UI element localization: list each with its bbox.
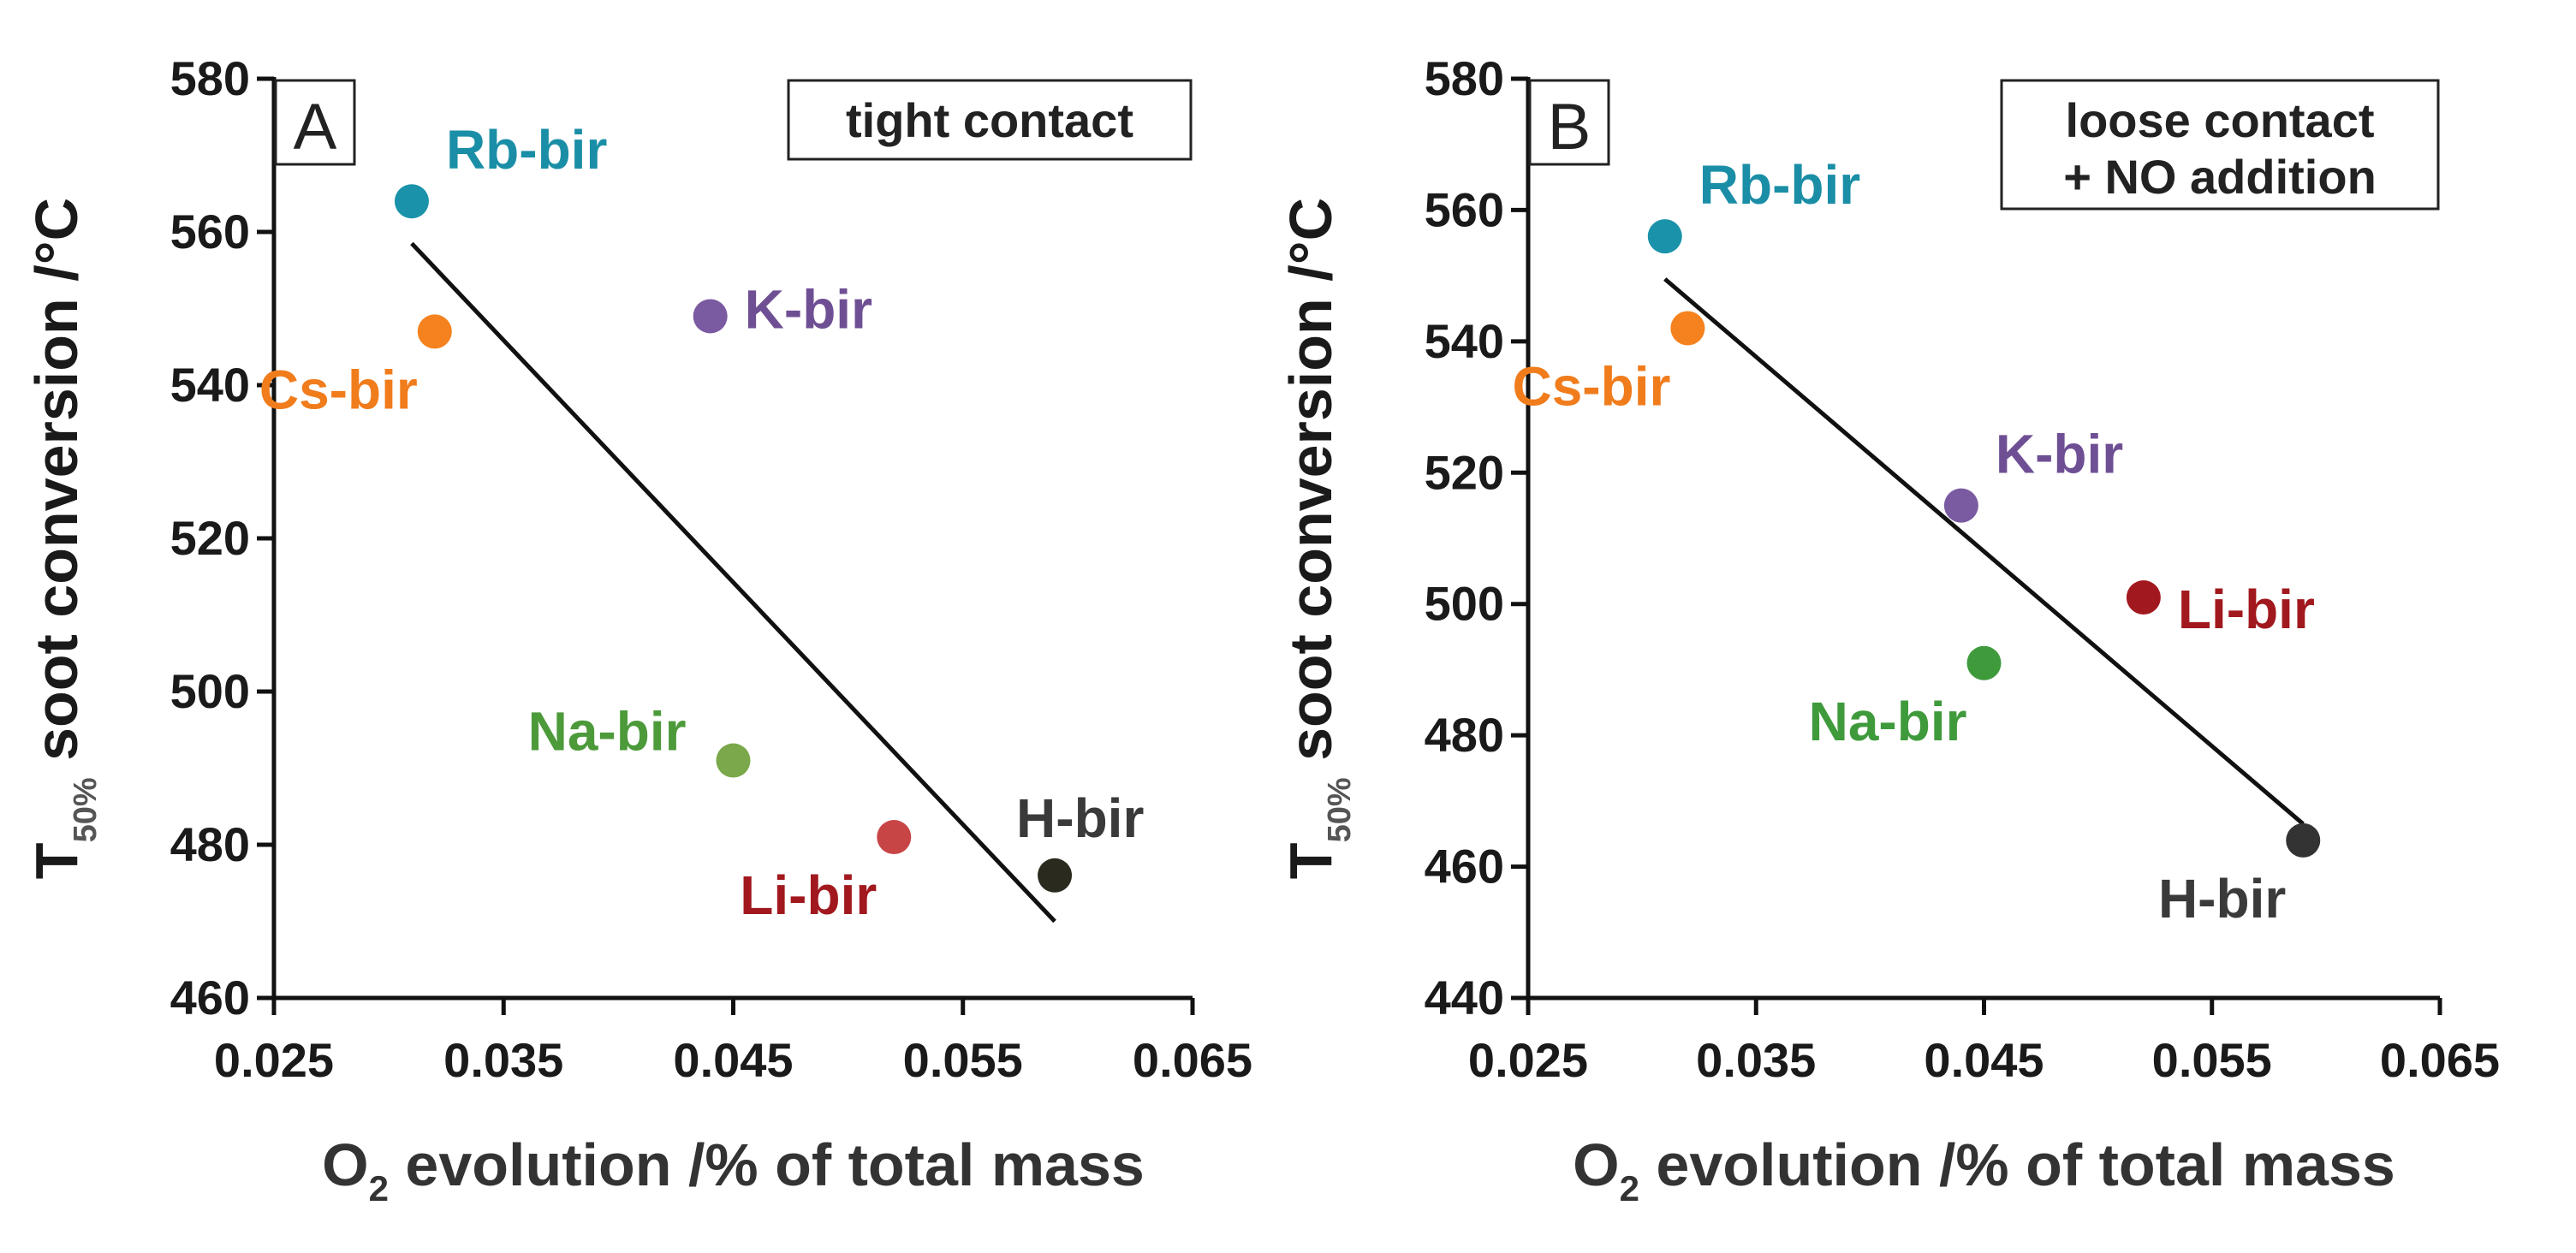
panel-b-chart: 440 460 480 500 520 540 560 580 0.025 0.035 0.045 0… bbox=[1277, 51, 2500, 1208]
panel-b-label-h-bir: H-bir bbox=[2158, 868, 2286, 929]
panel-a-label-cs-bir: Cs-bir bbox=[259, 359, 418, 420]
panel-b-y-tick-label: 520 bbox=[1425, 445, 1504, 499]
panel-b-label-k-bir: K-bir bbox=[1996, 424, 2123, 485]
panel-a-x-tick-label: 0.025 bbox=[214, 1033, 334, 1087]
panel-a-label-na-bir: Na-bir bbox=[528, 701, 687, 763]
panel-b-x-tick-label: 0.055 bbox=[2152, 1033, 2272, 1087]
panel-b-condition-text: + NO addition bbox=[2063, 150, 2377, 204]
panel-a-condition-box bbox=[787, 79, 1193, 161]
panel-b-x-tick-label: 0.035 bbox=[1696, 1033, 1816, 1087]
panel-b-label-rb-bir: Rb-bir bbox=[1699, 154, 1860, 216]
panel-b-letter: B bbox=[1548, 91, 1591, 163]
panel-a-y-tick-label: 500 bbox=[170, 664, 250, 718]
panel-b-y-tick-label: 440 bbox=[1425, 971, 1504, 1024]
panel-a-point-na-bir bbox=[716, 743, 751, 778]
panel-a-x-tick-label: 0.065 bbox=[1133, 1033, 1252, 1087]
panel-b-label-box bbox=[1528, 79, 1610, 166]
panel-a-y-tick-label: 480 bbox=[170, 817, 250, 871]
panel-a-x-tick-label: 0.045 bbox=[673, 1033, 793, 1087]
panel-b-point-na-bir bbox=[1966, 645, 2002, 680]
panel-a-point-k-bir bbox=[693, 299, 728, 334]
panel-b-label-cs-bir: Cs-bir bbox=[1512, 356, 1670, 418]
panel-a-x-axis-label: O2 evolution /% of total mass bbox=[322, 1131, 1145, 1208]
panel-a-condition-text: tight contact bbox=[846, 93, 1133, 147]
panel-b-point-rb-bir bbox=[1647, 219, 1682, 254]
panel-b-y-axis-label: T50% soot conversion /°C bbox=[1277, 198, 1358, 879]
panel-a-label-li-bir: Li-bir bbox=[740, 864, 877, 926]
panel-b-point-k-bir bbox=[1943, 488, 1978, 523]
panel-a-x-tick-label: 0.055 bbox=[903, 1033, 1023, 1087]
panel-b-x-tick-label: 0.065 bbox=[2380, 1033, 2500, 1087]
panel-a-x-tick-label: 0.035 bbox=[443, 1033, 563, 1087]
panel-b-point-h-bir bbox=[2286, 822, 2321, 858]
panel-b-point-li-bir bbox=[2126, 580, 2161, 615]
panel-b-x-axis-label: O2 evolution /% of total mass bbox=[1573, 1131, 2395, 1208]
panel-b-condition-box bbox=[2000, 79, 2440, 211]
panel-a-label-h-bir: H-bir bbox=[1016, 787, 1144, 849]
panel-a-y-tick-label: 520 bbox=[170, 511, 250, 565]
panel-b-condition-text: loose contact bbox=[2066, 93, 2375, 147]
panel-b-label-na-bir: Na-bir bbox=[1809, 691, 1967, 752]
panel-a-label-box bbox=[274, 79, 356, 166]
panel-b-y-tick-label: 500 bbox=[1425, 577, 1504, 631]
panel-a-point-rb-bir bbox=[394, 184, 429, 219]
panel-b-y-tick-label: 560 bbox=[1425, 182, 1504, 236]
panel-a-letter: A bbox=[294, 91, 337, 163]
panel-b-y-tick-label: 540 bbox=[1425, 314, 1504, 368]
panel-a-point-li-bir bbox=[877, 820, 912, 855]
panel-b-y-tick-label: 580 bbox=[1425, 51, 1504, 105]
panel-b-fit-line bbox=[1663, 277, 2305, 826]
panel-a-y-tick-label: 580 bbox=[170, 51, 250, 105]
panel-b-x-tick-label: 0.045 bbox=[1924, 1033, 2044, 1087]
panel-a-label-rb-bir: Rb-bir bbox=[446, 119, 607, 181]
panel-b-point-cs-bir bbox=[1670, 311, 1705, 346]
panel-a-chart: 460 480 500 520 540 560 580 0.025 0.035 0.045 0.05… bbox=[23, 51, 1252, 1208]
panel-a-y-tick-label: 460 bbox=[170, 971, 250, 1024]
panel-a-y-tick-label: 540 bbox=[170, 358, 250, 412]
panel-a-label-k-bir: K-bir bbox=[745, 278, 872, 340]
panel-a-point-h-bir bbox=[1038, 858, 1073, 893]
panel-a-fit-line bbox=[410, 241, 1056, 923]
panel-b-x-tick-label: 0.025 bbox=[1468, 1033, 1588, 1087]
panel-a-y-axis-label: T50% soot conversion /°C bbox=[23, 198, 104, 879]
panel-b-label-li-bir: Li-bir bbox=[2178, 579, 2315, 640]
panel-b-y-tick-label: 480 bbox=[1425, 708, 1504, 762]
panel-a-y-tick-label: 560 bbox=[170, 205, 250, 258]
panel-b-y-tick-label: 460 bbox=[1425, 840, 1504, 894]
panel-a-point-cs-bir bbox=[417, 314, 452, 349]
